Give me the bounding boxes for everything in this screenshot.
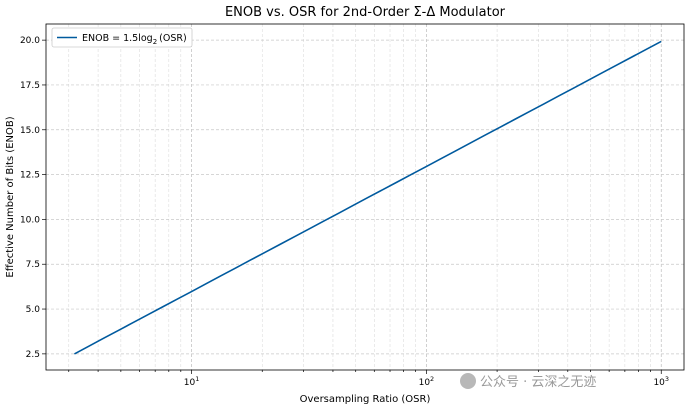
x-tick-label: 103 xyxy=(653,375,669,388)
watermark-text: 公众号 · 云深之无迹 xyxy=(480,375,597,390)
legend: ENOB = 1.5log2 (OSR) xyxy=(51,27,193,48)
legend-label: ENOB = 1.5log2 (OSR) xyxy=(82,33,187,46)
y-tick-label: 15.0 xyxy=(20,126,40,136)
legend-box xyxy=(51,27,193,48)
y-tick-label: 7.5 xyxy=(26,260,40,270)
y-tick-label: 20.0 xyxy=(20,36,40,46)
y-tick-label: 17.5 xyxy=(20,81,40,91)
x-tick-label: 102 xyxy=(419,375,435,388)
y-axis: 2.5 5.0 7.5 10.0 12.5 15.0 17.5 20.0 xyxy=(20,36,46,360)
legend-label-suffix: (OSR) xyxy=(159,33,187,44)
plot-frame xyxy=(45,23,685,371)
wechat-icon xyxy=(460,373,476,389)
watermark: 公众号 · 云深之无迹 xyxy=(460,371,596,390)
legend-label-main: ENOB = 1.5log xyxy=(82,33,153,44)
y-axis-label: Effective Number of Bits (ENOB) xyxy=(5,116,16,277)
y-tick-label: 5.0 xyxy=(26,305,41,315)
y-tick-label: 12.5 xyxy=(20,171,40,181)
series-lines xyxy=(74,40,662,355)
x-axis-label: Oversampling Ratio (OSR) xyxy=(300,394,431,405)
y-tick-label: 10.0 xyxy=(20,215,40,225)
legend-label-subscript: 2 xyxy=(153,38,157,46)
y-tick-label: 2.5 xyxy=(26,350,40,360)
grid xyxy=(46,24,684,370)
series-line-enob xyxy=(74,40,662,355)
x-tick-label: 101 xyxy=(184,375,200,388)
chart-title: ENOB vs. OSR for 2nd-Order Σ-Δ Modulator xyxy=(225,5,506,20)
